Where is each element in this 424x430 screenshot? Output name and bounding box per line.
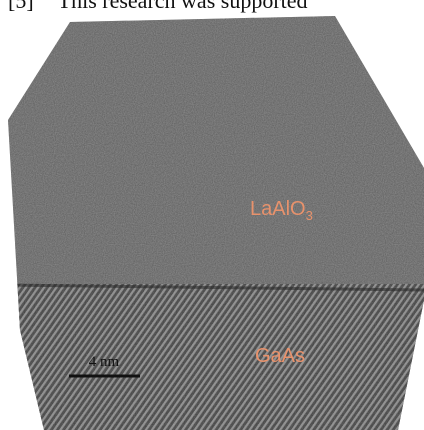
film-label: LaAlO3 xyxy=(250,198,313,223)
substrate-texture xyxy=(0,284,424,430)
tem-image xyxy=(0,0,424,430)
substrate-label: GaAs xyxy=(255,345,305,367)
ref-number: [5] xyxy=(8,0,34,13)
figure: [5] This research was supported LaAlO3 Ga… xyxy=(0,0,424,430)
film-subscript: 3 xyxy=(306,208,313,223)
page: [5] This research was supported LaAlO3 Ga… xyxy=(0,0,424,430)
header-text: [5] This research was supported xyxy=(8,0,308,13)
scale-bar-label: 4 nm xyxy=(89,354,120,370)
film-name: LaAlO xyxy=(250,198,306,220)
header-sentence: This research was supported xyxy=(58,0,308,13)
